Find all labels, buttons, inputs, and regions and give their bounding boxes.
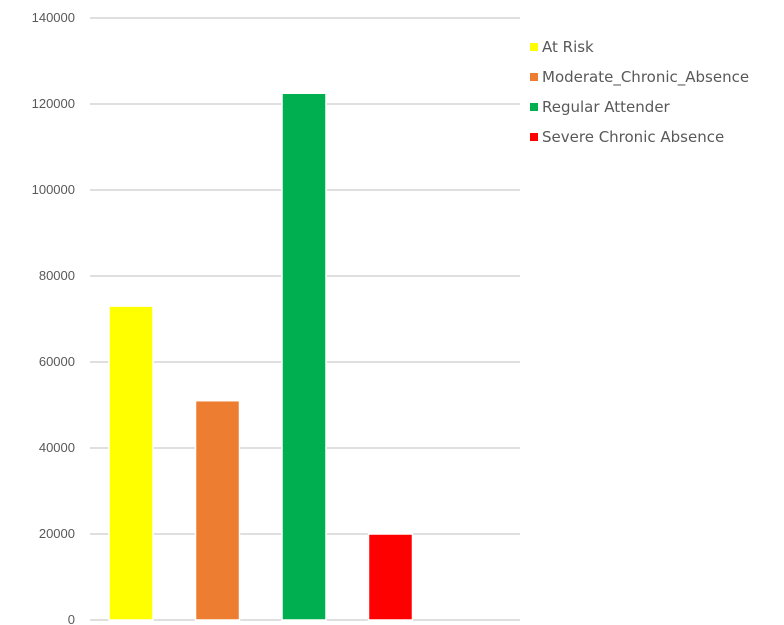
legend-label-at-risk: At Risk <box>542 38 594 56</box>
y-tick-label: 60000 <box>39 354 75 369</box>
bar-at-risk <box>108 305 154 621</box>
legend-swatch-at-risk <box>530 43 538 51</box>
legend-label-severe: Severe Chronic Absence <box>542 128 725 146</box>
legend-swatch-moderate <box>530 73 538 81</box>
y-tick-label: 20000 <box>39 526 75 541</box>
bar-moderate-chronic-absence <box>194 399 241 621</box>
bar-severe-chronic-absence <box>367 533 414 621</box>
y-axis-ticks: 0 20000 40000 60000 80000 100000 120000 140000 <box>32 10 75 625</box>
legend-label-moderate: Moderate_Chronic_Absence <box>542 68 750 86</box>
y-tick-label: 0 <box>68 612 75 625</box>
legend: At Risk Moderate_Chronic_Absence Regular… <box>530 32 749 152</box>
y-tick-label: 100000 <box>32 182 75 197</box>
legend-swatch-regular <box>530 103 538 111</box>
y-tick-label: 80000 <box>39 268 75 283</box>
legend-item-moderate: Moderate_Chronic_Absence <box>530 62 749 92</box>
legend-item-severe: Severe Chronic Absence <box>530 122 749 152</box>
y-tick-label: 120000 <box>32 96 75 111</box>
y-tick-label: 140000 <box>32 10 75 25</box>
legend-item-at-risk: At Risk <box>530 32 749 62</box>
legend-item-regular: Regular Attender <box>530 92 749 122</box>
legend-label-regular: Regular Attender <box>542 98 670 116</box>
y-tick-label: 40000 <box>39 440 75 455</box>
bar-regular-attender <box>281 92 327 621</box>
legend-swatch-severe <box>530 133 538 141</box>
bars <box>108 92 414 621</box>
